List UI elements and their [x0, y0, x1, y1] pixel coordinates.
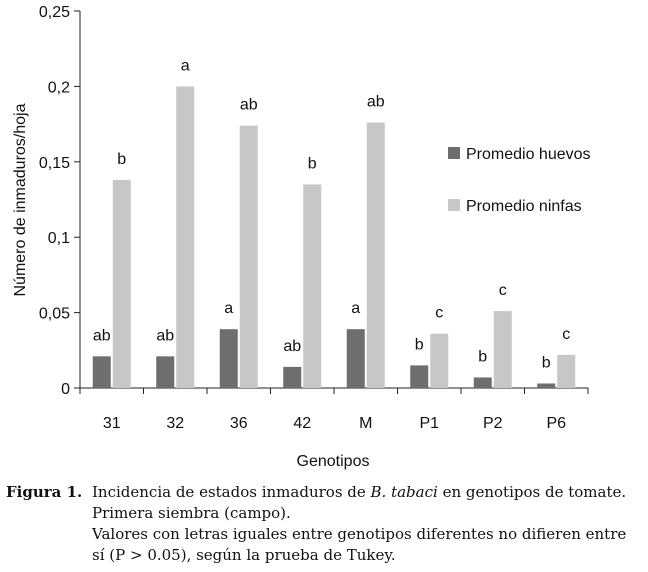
- data-label: c: [562, 326, 570, 343]
- caption-body: Incidencia de estados inmaduros de B. ta…: [92, 482, 644, 566]
- y-tick-label: 0,15: [39, 155, 70, 172]
- x-tick-label: M: [359, 415, 372, 432]
- x-tick-label: 31: [103, 415, 121, 432]
- bar: [537, 383, 556, 388]
- data-label: ab: [93, 327, 111, 344]
- data-label: c: [435, 305, 443, 322]
- caption-label: Figura 1.: [6, 483, 83, 501]
- bar-chart: 00,050,10,150,20,25 31 32 36 42 M P1 P2 P6 ab ab…: [12, 4, 591, 470]
- x-axis-label: Genotipos: [297, 453, 370, 470]
- y-axis: 0 0,05 0,1 0,15 0,2 0,25: [39, 4, 81, 398]
- data-label: a: [351, 300, 360, 317]
- legend-swatch: [448, 147, 460, 159]
- x-tick-label: 36: [230, 415, 248, 432]
- y-tick-label: 0: [61, 381, 70, 398]
- data-label: ab: [283, 338, 301, 355]
- caption-line-3: Valores con letras iguales entre genotip…: [92, 525, 627, 543]
- data-label: ab: [156, 327, 174, 344]
- data-label: b: [308, 155, 317, 172]
- data-label: a: [224, 300, 233, 317]
- data-label: b: [415, 336, 424, 353]
- bar: [239, 125, 258, 388]
- data-label: ab: [240, 97, 258, 114]
- bars: [92, 86, 576, 389]
- data-label: ab: [367, 94, 385, 111]
- y-tick-label: 0,05: [39, 306, 70, 323]
- legend-label: Promedio ninfas: [466, 198, 582, 215]
- bar: [473, 377, 492, 388]
- x-tick-label: 32: [166, 415, 184, 432]
- data-label: b: [478, 348, 487, 365]
- data-label: b: [117, 151, 126, 168]
- bar: [493, 311, 512, 388]
- x-tick-label: P6: [546, 415, 566, 432]
- caption-line-2: Primera siembra (campo).: [92, 504, 291, 522]
- y-axis-label: Número de inmaduros/hoja: [12, 103, 29, 296]
- x-tick-label: P1: [419, 415, 439, 432]
- legend-label: Promedio huevos: [466, 146, 591, 163]
- caption-species: B. tabaci: [370, 483, 438, 501]
- bar: [410, 365, 429, 388]
- x-tick-label: 42: [293, 415, 311, 432]
- legend-swatch: [448, 199, 460, 211]
- bar: [219, 329, 238, 388]
- caption-line-4: sí (P > 0.05), según la prueba de Tukey.: [92, 546, 396, 564]
- bar: [557, 354, 576, 388]
- bar: [303, 184, 322, 388]
- bar: [283, 366, 302, 388]
- caption-line-1-pre: Incidencia de estados inmaduros de: [92, 483, 371, 501]
- bar: [92, 356, 111, 388]
- bar: [366, 122, 385, 388]
- x-axis: 31 32 36 42 M P1 P2 P6: [79, 387, 589, 432]
- y-tick-label: 0,2: [48, 79, 70, 96]
- x-tick-label: P2: [483, 415, 503, 432]
- bar: [176, 86, 195, 389]
- data-label: b: [542, 354, 551, 371]
- caption-line-1: Incidencia de estados inmaduros de B. ta…: [92, 482, 644, 503]
- bar: [346, 329, 365, 388]
- caption-line-1-post: en genotipos de tomate.: [437, 483, 627, 501]
- bar: [156, 356, 175, 388]
- bar: [112, 179, 131, 388]
- figure-caption: Figura 1. Incidencia de estados inmaduro…: [6, 482, 646, 566]
- data-label: a: [181, 57, 190, 74]
- bar: [430, 333, 449, 388]
- legend: Promedio huevos Promedio ninfas: [448, 146, 591, 215]
- data-label: c: [499, 282, 507, 299]
- y-tick-label: 0,25: [39, 4, 70, 21]
- y-tick-label: 0,1: [48, 230, 70, 247]
